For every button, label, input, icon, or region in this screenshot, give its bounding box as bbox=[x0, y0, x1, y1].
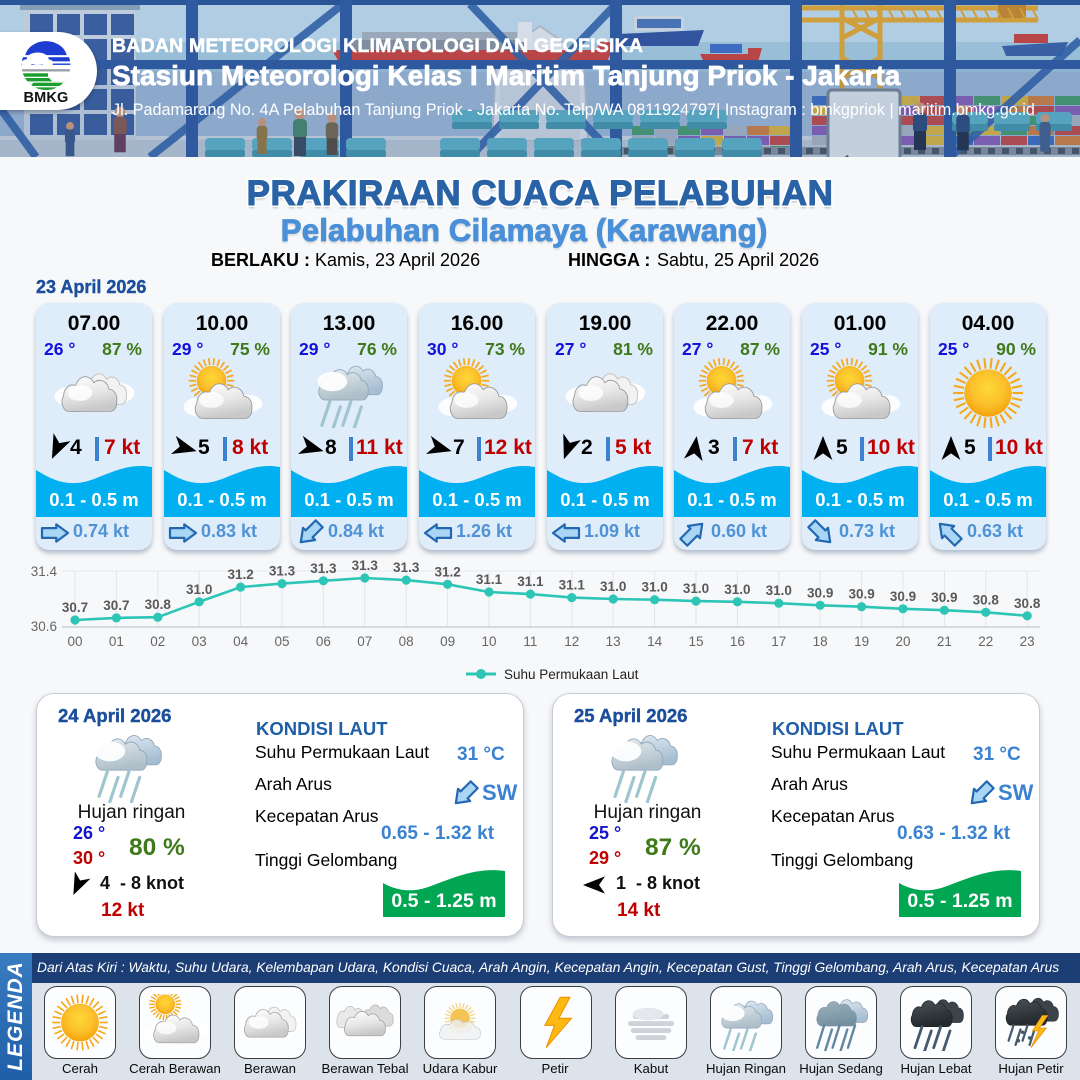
svg-text:04: 04 bbox=[233, 634, 249, 649]
svg-text:30.9: 30.9 bbox=[931, 590, 957, 605]
svg-text:31.3: 31.3 bbox=[310, 561, 337, 576]
svg-text:14: 14 bbox=[647, 634, 663, 649]
svg-text:30.6: 30.6 bbox=[31, 619, 57, 634]
svg-text:31.1: 31.1 bbox=[517, 574, 544, 589]
svg-text:06: 06 bbox=[316, 634, 331, 649]
svg-text:12: 12 bbox=[564, 634, 579, 649]
svg-text:31.3: 31.3 bbox=[269, 564, 296, 579]
svg-text:18: 18 bbox=[813, 634, 828, 649]
svg-text:31.1: 31.1 bbox=[476, 572, 503, 587]
svg-text:31.3: 31.3 bbox=[393, 560, 420, 575]
svg-text:21: 21 bbox=[937, 634, 952, 649]
svg-text:31.0: 31.0 bbox=[724, 582, 750, 597]
svg-text:19: 19 bbox=[854, 634, 869, 649]
svg-text:08: 08 bbox=[399, 634, 414, 649]
svg-text:30.8: 30.8 bbox=[973, 592, 1000, 607]
svg-text:31.3: 31.3 bbox=[352, 560, 379, 573]
svg-text:00: 00 bbox=[67, 634, 82, 649]
svg-text:09: 09 bbox=[440, 634, 455, 649]
svg-text:07: 07 bbox=[357, 634, 372, 649]
svg-text:31.0: 31.0 bbox=[766, 583, 792, 598]
svg-text:31.0: 31.0 bbox=[683, 581, 709, 596]
svg-text:30.7: 30.7 bbox=[62, 600, 88, 615]
svg-text:31.1: 31.1 bbox=[559, 578, 586, 593]
svg-text:30.7: 30.7 bbox=[103, 598, 129, 613]
svg-text:31.2: 31.2 bbox=[434, 564, 460, 579]
svg-text:01: 01 bbox=[109, 634, 124, 649]
svg-text:11: 11 bbox=[523, 634, 537, 649]
svg-text:05: 05 bbox=[274, 634, 289, 649]
svg-text:10: 10 bbox=[481, 634, 496, 649]
svg-text:15: 15 bbox=[688, 634, 703, 649]
svg-text:22: 22 bbox=[978, 634, 993, 649]
svg-text:30.8: 30.8 bbox=[1014, 596, 1041, 611]
svg-text:Suhu Permukaan Laut: Suhu Permukaan Laut bbox=[504, 667, 639, 682]
svg-text:13: 13 bbox=[606, 634, 621, 649]
svg-text:03: 03 bbox=[192, 634, 207, 649]
svg-text:30.9: 30.9 bbox=[807, 585, 833, 600]
svg-text:31.0: 31.0 bbox=[641, 580, 667, 595]
svg-text:16: 16 bbox=[730, 634, 745, 649]
svg-text:02: 02 bbox=[150, 634, 165, 649]
svg-text:31.0: 31.0 bbox=[186, 582, 212, 597]
svg-text:31.0: 31.0 bbox=[600, 579, 626, 594]
svg-text:30.9: 30.9 bbox=[890, 589, 916, 604]
svg-text:17: 17 bbox=[771, 634, 786, 649]
svg-text:31.4: 31.4 bbox=[31, 564, 58, 579]
svg-text:30.9: 30.9 bbox=[848, 587, 874, 602]
svg-text:20: 20 bbox=[895, 634, 910, 649]
svg-text:23: 23 bbox=[1020, 634, 1035, 649]
svg-text:31.2: 31.2 bbox=[227, 567, 253, 582]
svg-text:30.8: 30.8 bbox=[145, 597, 172, 612]
